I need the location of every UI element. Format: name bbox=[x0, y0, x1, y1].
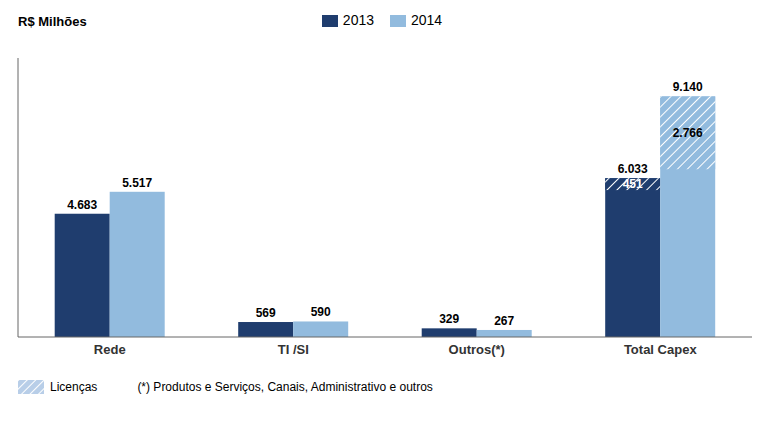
svg-text:4.683: 4.683 bbox=[67, 198, 97, 212]
svg-text:Outros(*): Outros(*) bbox=[449, 342, 505, 357]
svg-text:267: 267 bbox=[494, 314, 514, 328]
svg-text:590: 590 bbox=[311, 305, 331, 319]
svg-text:451: 451 bbox=[623, 177, 643, 191]
html-text:(*) Produtos e Serviços, Canai: (*) Produtos e Serviços, Canais, Adminis… bbox=[137, 380, 433, 394]
svg-text:9.140: 9.140 bbox=[673, 80, 703, 94]
svg-text:2.766: 2.766 bbox=[673, 126, 703, 140]
svg-text:329: 329 bbox=[439, 312, 459, 326]
svg-text:Rede: Rede bbox=[94, 342, 126, 357]
svg-text:Total Capex: Total Capex bbox=[624, 342, 697, 357]
svg-text:6.033: 6.033 bbox=[618, 162, 648, 176]
svg-text:TI /SI: TI /SI bbox=[278, 342, 309, 357]
html-text:2013: 2013 bbox=[342, 12, 374, 28]
html-text:2014: 2014 bbox=[411, 12, 443, 28]
html-text:R$ Milhões: R$ Milhões bbox=[18, 14, 87, 29]
svg-text:5.517: 5.517 bbox=[122, 176, 152, 190]
svg-text:569: 569 bbox=[256, 306, 276, 320]
html-text:Licenças: Licenças bbox=[50, 379, 98, 394]
